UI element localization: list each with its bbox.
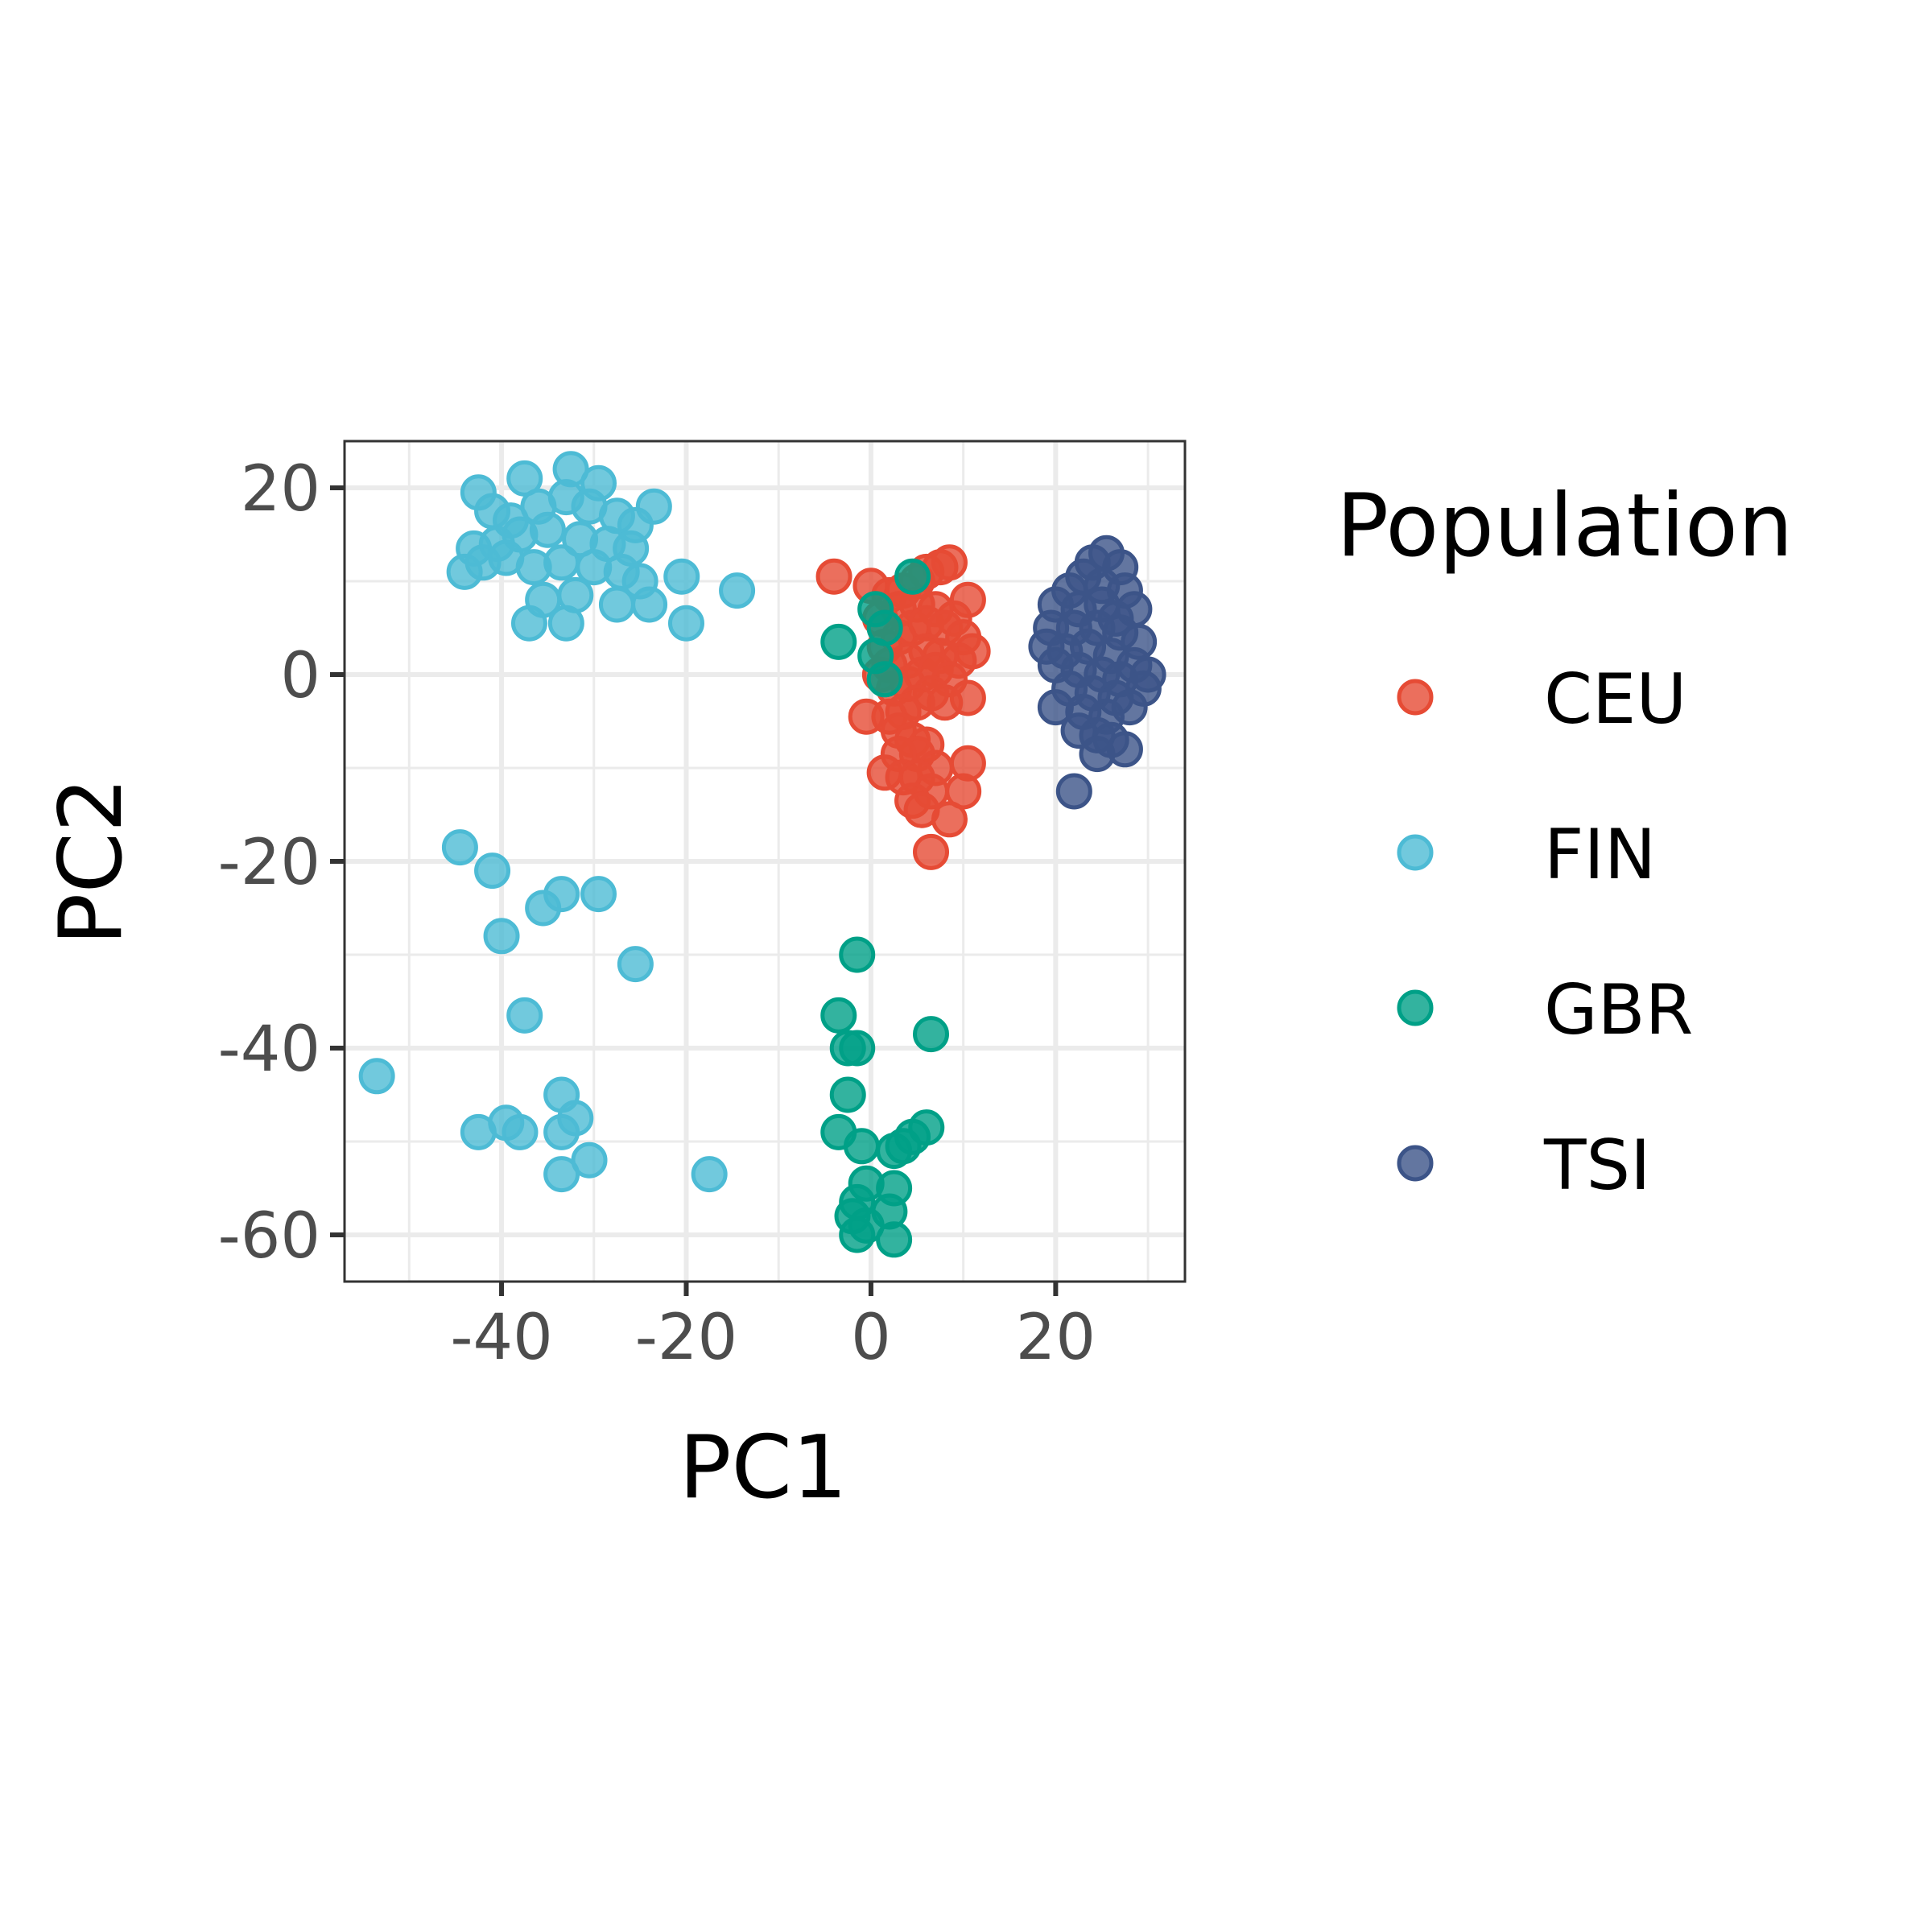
y-tick-label: -40 [218,1013,320,1086]
data-point-fin [598,586,635,623]
data-point-fin [543,544,580,581]
data-point-fin [667,605,704,642]
legend-key-ceu [1397,679,1434,716]
data-point-fin [719,572,756,609]
x-tick-label: -20 [635,1302,737,1374]
series-ceu [815,544,991,870]
series-tsi [1028,535,1166,810]
legend-label-fin: FIN [1544,815,1656,895]
data-point-ceu [913,833,950,870]
x-axis-title: PC1 [679,1418,847,1518]
data-point-fin [502,1113,539,1150]
axis-tick-labels: -40 -20 0 20 20 0 -20 -40 -60 [218,453,1096,1374]
data-point-gbr [876,1133,913,1170]
legend-items: CEU FIN GBR TSI [1397,659,1693,1206]
data-point-ceu [945,773,982,810]
y-tick-label: -60 [218,1200,320,1273]
data-point-ceu [931,801,968,838]
data-point-fin [580,876,617,913]
data-point-tsi [1055,773,1092,810]
data-point-fin [547,605,584,642]
data-point-fin [543,1156,580,1193]
legend-key-fin [1397,834,1434,871]
data-point-gbr [913,1016,950,1053]
data-point-gbr [820,623,857,660]
data-point-tsi [1111,689,1148,726]
legend-key-tsi [1397,1145,1434,1182]
data-point-gbr [894,558,931,595]
legend: Population CEU FIN GBR TSI [1336,476,1793,1206]
x-tick-label: -40 [450,1302,552,1374]
data-point-fin [474,852,511,890]
data-point-ceu [931,544,968,581]
data-point-fin [543,876,580,913]
data-point-gbr [839,1216,876,1253]
data-points [358,451,1166,1258]
data-point-gbr [820,997,857,1034]
data-point-fin [663,558,700,595]
series-gbr [820,558,950,1258]
data-point-fin [441,829,478,866]
data-point-gbr [839,1030,876,1067]
series-fin [358,451,756,1193]
data-point-fin [506,460,543,497]
legend-label-ceu: CEU [1544,659,1686,740]
data-point-fin [483,918,520,955]
data-point-fin [691,1156,728,1193]
legend-label-gbr: GBR [1544,970,1693,1051]
y-axis-title: PC2 [41,777,142,945]
x-tick-label: 20 [1016,1302,1096,1374]
data-point-gbr [839,936,876,973]
y-tick-label: 0 [280,640,320,712]
data-point-fin [571,1141,608,1179]
axis-ticks [330,485,1059,1296]
legend-label-tsi: TSI [1543,1125,1651,1206]
data-point-fin [510,605,547,642]
data-point-fin [543,1113,580,1150]
data-point-fin [529,511,566,548]
data-point-ceu [848,698,885,735]
data-point-tsi [1106,731,1143,768]
legend-title: Population [1336,476,1793,576]
x-tick-label: 0 [851,1302,891,1374]
data-point-gbr [876,1221,913,1258]
data-point-fin [617,946,654,983]
data-point-fin [506,997,543,1034]
legend-key-gbr [1397,989,1434,1026]
data-point-gbr [866,661,903,698]
y-tick-label: -20 [218,827,320,899]
y-tick-label: 20 [241,453,320,526]
data-point-fin [358,1058,395,1095]
data-point-fin [631,586,668,623]
data-point-gbr [829,1076,866,1113]
data-point-ceu [815,558,852,595]
data-point-gbr [843,1128,880,1165]
data-point-fin [460,1113,497,1150]
